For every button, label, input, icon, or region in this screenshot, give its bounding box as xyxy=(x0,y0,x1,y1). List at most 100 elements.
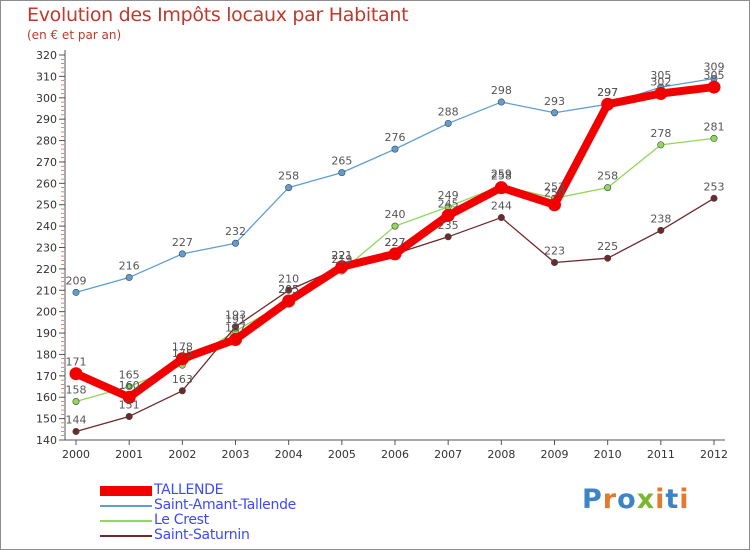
data-label: 278 xyxy=(650,127,671,140)
data-label: 297 xyxy=(597,86,618,99)
data-label: 244 xyxy=(491,200,512,213)
y-tick-label: 260 xyxy=(36,177,57,190)
data-label: 305 xyxy=(704,69,725,82)
data-label: 205 xyxy=(278,283,299,296)
data-point xyxy=(444,233,452,241)
data-label: 191 xyxy=(225,313,246,326)
data-point xyxy=(601,97,615,111)
y-tick-label: 240 xyxy=(36,220,57,233)
data-label: 209 xyxy=(66,274,87,287)
data-label: 158 xyxy=(66,384,87,397)
x-tick-label: 2011 xyxy=(647,448,675,461)
series-saint-saturnin xyxy=(72,194,718,435)
data-point xyxy=(550,109,558,117)
y-tick-label: 300 xyxy=(36,92,57,105)
y-tick-label: 150 xyxy=(36,413,57,426)
data-label: 297 xyxy=(597,86,618,99)
data-point xyxy=(229,332,242,346)
series-tallende xyxy=(69,80,721,404)
data-point xyxy=(72,397,80,405)
legend-label: TALLENDE xyxy=(154,482,224,498)
x-tick-label: 2002 xyxy=(168,448,196,461)
data-label: 221 xyxy=(331,249,352,262)
data-label: 210 xyxy=(278,272,299,285)
legend-swatch xyxy=(100,520,152,522)
data-point xyxy=(338,169,346,177)
legend-label: Saint-Amant-Tallende xyxy=(154,497,296,513)
data-label: 235 xyxy=(438,219,459,232)
data-label: 250 xyxy=(544,187,565,200)
y-tick-label: 230 xyxy=(36,242,57,255)
data-label: 227 xyxy=(385,236,406,249)
data-point xyxy=(282,294,296,308)
data-point xyxy=(178,250,186,258)
data-label: 219 xyxy=(331,253,352,266)
data-label: 193 xyxy=(225,309,246,322)
y-tick-label: 180 xyxy=(36,348,57,361)
data-point xyxy=(710,194,718,202)
data-point xyxy=(657,141,665,149)
data-label: 163 xyxy=(172,373,193,386)
data-label: 144 xyxy=(66,413,87,426)
y-tick-label: 220 xyxy=(36,263,57,276)
chart-title: Evolution des Impôts locaux par Habitant xyxy=(27,4,409,26)
data-label: 240 xyxy=(385,208,406,221)
data-point xyxy=(125,273,133,281)
data-label: 259 xyxy=(491,167,512,180)
data-point xyxy=(497,214,505,222)
data-label: 225 xyxy=(597,240,618,253)
data-point xyxy=(175,352,189,366)
x-tick-label: 2010 xyxy=(594,448,622,461)
data-label: 227 xyxy=(385,236,406,249)
data-label: 309 xyxy=(704,61,725,74)
data-point xyxy=(232,323,240,331)
data-label: 253 xyxy=(704,180,725,193)
series-saint-amant-tallende xyxy=(72,75,718,296)
logo-letter: t xyxy=(665,484,680,515)
y-tick-label: 280 xyxy=(36,135,57,148)
x-tick-label: 2001 xyxy=(115,448,143,461)
proxiti-logo: Proxiti xyxy=(582,484,690,515)
data-point xyxy=(657,226,665,234)
x-tick-label: 2007 xyxy=(434,448,462,461)
data-point xyxy=(391,145,399,153)
data-point xyxy=(497,98,505,106)
data-label: 281 xyxy=(704,120,725,133)
data-label: 253 xyxy=(544,180,565,193)
data-label: 187 xyxy=(225,321,246,334)
series-layer xyxy=(69,75,721,435)
axes: 140 150 160 170 180 190 200 210 220 230 240 250 260 2… xyxy=(36,49,728,461)
data-label: 238 xyxy=(650,212,671,225)
data-point xyxy=(285,184,293,192)
legend-swatch xyxy=(100,486,152,496)
x-tick-label: 2004 xyxy=(275,448,303,461)
x-tick-label: 2005 xyxy=(328,448,356,461)
legend-swatch xyxy=(100,505,152,507)
data-point xyxy=(548,198,561,212)
logo-letter: x xyxy=(636,484,656,515)
y-tick-label: 170 xyxy=(36,370,57,383)
chart-subtitle: (en € et par an) xyxy=(27,28,122,42)
data-label: 227 xyxy=(172,236,193,249)
y-tick-label: 310 xyxy=(36,70,57,83)
data-label: 221 xyxy=(331,249,352,262)
data-point xyxy=(178,387,186,395)
data-label: 302 xyxy=(650,76,671,89)
y-tick-label: 200 xyxy=(36,306,57,319)
data-label: 178 xyxy=(172,341,193,354)
data-label: 293 xyxy=(544,95,565,108)
x-tick-label: 2008 xyxy=(487,448,515,461)
data-label: 232 xyxy=(225,225,246,238)
data-label: 276 xyxy=(385,131,406,144)
data-label: 258 xyxy=(597,170,618,183)
logo-letter: r xyxy=(602,484,618,515)
data-point xyxy=(388,247,402,261)
data-point xyxy=(604,184,612,192)
data-point xyxy=(391,222,399,230)
y-tick-label: 290 xyxy=(36,113,57,126)
data-point xyxy=(125,412,133,420)
data-point xyxy=(335,260,349,274)
x-tick-label: 2006 xyxy=(381,448,409,461)
